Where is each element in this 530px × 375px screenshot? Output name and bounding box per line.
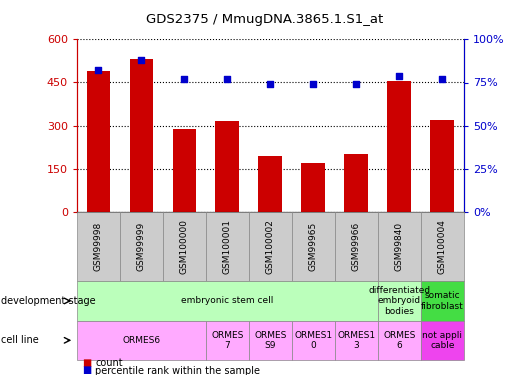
Text: GSM99840: GSM99840 (395, 222, 404, 271)
Point (352, 81, 360, 87)
Point (180, 76, 189, 82)
Text: ORMES1
3: ORMES1 3 (337, 331, 375, 350)
Text: ■: ■ (82, 366, 91, 375)
Text: embryonic stem cell: embryonic stem cell (181, 296, 273, 305)
Bar (216, 122, 239, 212)
Bar (430, 120, 454, 212)
Bar (387, 81, 411, 212)
Text: GSM100002: GSM100002 (266, 219, 275, 274)
Text: GSM99998: GSM99998 (94, 222, 103, 271)
Text: GSM100004: GSM100004 (438, 219, 447, 274)
Text: cell line: cell line (1, 335, 39, 345)
Point (266, 81, 275, 87)
Text: ■: ■ (82, 358, 91, 368)
Point (94, 68, 103, 74)
Text: GDS2375 / MmugDNA.3865.1.S1_at: GDS2375 / MmugDNA.3865.1.S1_at (146, 13, 384, 26)
Bar (129, 60, 153, 212)
Text: not appli
cable: not appli cable (422, 331, 462, 350)
Text: development stage: development stage (1, 296, 96, 306)
Point (223, 76, 232, 82)
Point (137, 57, 146, 63)
Text: ORMES
S9: ORMES S9 (254, 331, 287, 350)
Text: GSM99966: GSM99966 (352, 222, 361, 271)
Point (438, 76, 446, 82)
Point (309, 81, 317, 87)
Bar (259, 156, 282, 212)
Text: somatic
fibroblast: somatic fibroblast (421, 291, 464, 310)
Text: GSM99999: GSM99999 (137, 222, 146, 271)
Bar (86, 71, 110, 212)
Text: ORMES1
0: ORMES1 0 (294, 331, 332, 350)
Text: GSM100001: GSM100001 (223, 219, 232, 274)
Bar (344, 154, 368, 212)
Text: GSM100000: GSM100000 (180, 219, 189, 274)
Text: count: count (95, 358, 123, 368)
Text: ORMES
6: ORMES 6 (383, 331, 416, 350)
Text: percentile rank within the sample: percentile rank within the sample (95, 366, 260, 375)
Text: GSM99965: GSM99965 (309, 222, 318, 271)
Text: ORMES6: ORMES6 (122, 336, 161, 345)
Text: differentiated
embryoid
bodies: differentiated embryoid bodies (368, 286, 430, 316)
Point (395, 73, 403, 79)
Text: ORMES
7: ORMES 7 (211, 331, 243, 350)
Bar (302, 163, 325, 212)
Bar (172, 129, 196, 212)
